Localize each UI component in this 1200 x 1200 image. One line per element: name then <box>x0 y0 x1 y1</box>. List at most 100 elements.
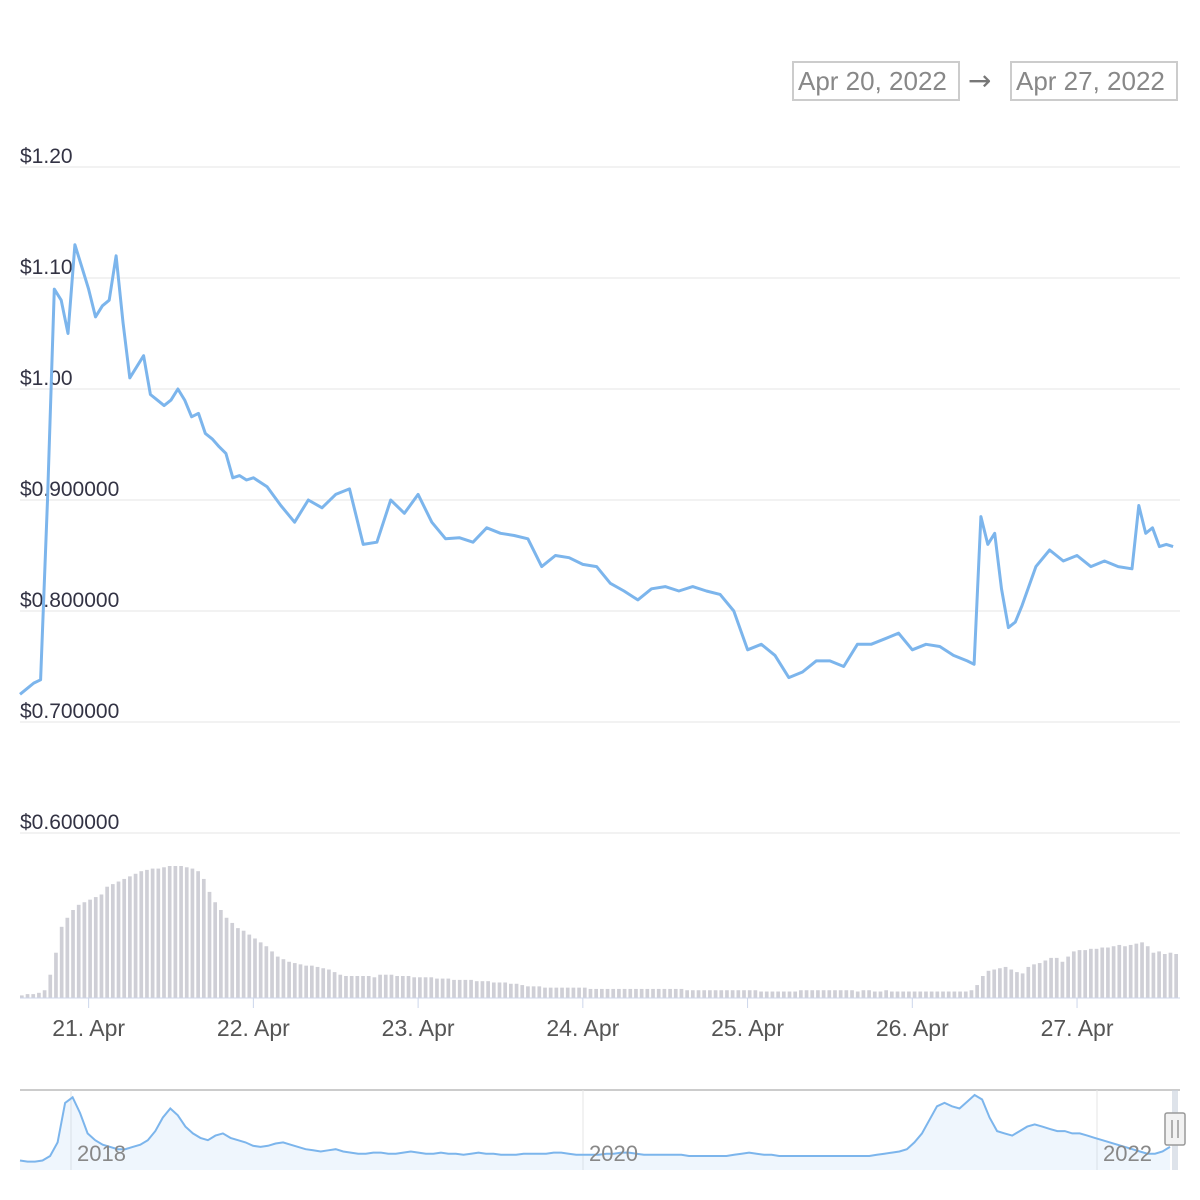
volume-bar <box>310 965 314 998</box>
volume-bar <box>236 928 240 998</box>
y-axis-labels: $1.20 $1.10 $1.00 $0.900000 $0.800000 $0.7000… <box>20 145 119 834</box>
volume-bar <box>668 988 672 998</box>
y-tick-label: $1.20 <box>20 145 73 168</box>
volume-bar <box>88 899 92 998</box>
x-tick-label: 22. Apr <box>217 1015 290 1041</box>
volume-bar <box>1168 952 1173 998</box>
volume-bar <box>298 964 303 998</box>
volume-bar <box>156 868 161 998</box>
volume-bar <box>366 976 371 998</box>
volume-bar <box>975 985 979 998</box>
navigator-axis-labels: 2018 2020 2022 <box>77 1141 1152 1166</box>
x-tick-label: 27. Apr <box>1041 1015 1114 1041</box>
volume-bar <box>133 873 138 998</box>
volume-bar <box>753 990 758 998</box>
volume-bar <box>93 897 98 998</box>
volume-bar <box>946 991 951 998</box>
volume-bar <box>190 868 195 998</box>
volume-bar <box>651 988 655 998</box>
navigator-tick-label: 2020 <box>589 1141 638 1166</box>
volume-bar <box>986 970 991 998</box>
volume-bar <box>327 969 331 998</box>
volume-bar <box>65 917 70 998</box>
volume-bar <box>759 991 763 998</box>
navigator-tick-label: 2022 <box>1103 1141 1152 1166</box>
volume-bar <box>429 977 434 998</box>
volume-bar <box>1020 973 1025 998</box>
y-tick-label: $0.900000 <box>20 478 119 501</box>
volume-bar <box>184 867 189 998</box>
volume-bar <box>861 990 866 998</box>
x-tick-label: 21. Apr <box>52 1015 125 1041</box>
volume-bar <box>1066 956 1070 998</box>
y-tick-label: $1.00 <box>20 367 73 390</box>
volume-bar <box>708 990 712 998</box>
volume-bar <box>270 951 274 998</box>
volume-bar <box>418 977 422 998</box>
volume-bar <box>406 976 411 998</box>
y-tick-label: $1.10 <box>20 256 73 279</box>
volume-bar <box>355 976 360 998</box>
volume-bar <box>253 938 257 998</box>
volume-bar <box>685 990 689 998</box>
range-from-input[interactable]: Apr 20, 2022 <box>792 61 960 101</box>
volume-bar <box>491 982 496 998</box>
volume-bar <box>247 934 252 998</box>
x-tick-label: 24. Apr <box>546 1015 619 1041</box>
volume-bar <box>480 981 485 998</box>
volume-bar <box>543 987 547 998</box>
volume-bar <box>469 979 473 998</box>
volume-bar <box>463 979 468 998</box>
grid-lines <box>20 166 1180 834</box>
volume-bar <box>1015 972 1019 998</box>
volume-bar <box>361 976 365 998</box>
volume-bar <box>82 902 87 998</box>
y-tick-label: $0.800000 <box>20 589 119 612</box>
volume-bar <box>474 981 479 998</box>
volume-bar <box>872 991 877 998</box>
volume-bar <box>918 991 923 998</box>
volume-bar <box>1032 964 1036 998</box>
volume-bar <box>850 990 854 998</box>
volume-bar <box>372 977 377 998</box>
volume-bar <box>128 876 132 998</box>
y-tick-label: $0.600000 <box>20 811 119 834</box>
range-to-input[interactable]: Apr 27, 2022 <box>1010 61 1178 101</box>
volume-bar <box>281 959 286 998</box>
x-tick-label: 25. Apr <box>711 1015 784 1041</box>
volume-bar <box>969 990 974 998</box>
volume-bar <box>719 990 724 998</box>
volume-bar <box>929 991 934 998</box>
volume-bar <box>264 946 269 998</box>
volume-bar <box>1157 951 1161 998</box>
volume-bar <box>349 976 354 998</box>
volume-bar <box>531 986 536 998</box>
navigator[interactable]: 2018 2020 2022 <box>19 1089 1186 1170</box>
navigator-handle-right[interactable] <box>1164 1112 1186 1146</box>
volume-bar <box>537 986 542 998</box>
volume-bar <box>1009 969 1014 998</box>
range-arrow-icon: → <box>968 64 992 97</box>
navigator-handle-body[interactable] <box>1164 1112 1186 1146</box>
volume-bar <box>1083 950 1088 998</box>
navigator-series-line <box>19 1093 1171 1163</box>
volume-bar <box>1049 957 1053 998</box>
volume-bar <box>145 869 149 998</box>
volume-bar <box>781 991 786 998</box>
volume-bar <box>1043 960 1048 998</box>
navigator-series-area <box>20 1095 1170 1170</box>
navigator-background <box>20 1090 1180 1170</box>
volume-bar <box>1162 954 1167 998</box>
volume-bar <box>588 988 593 998</box>
volume-bar <box>730 990 735 998</box>
volume-bar <box>622 988 627 998</box>
volume-bar <box>776 991 780 998</box>
volume-bar <box>457 979 462 998</box>
volume-bar <box>941 991 945 998</box>
navigator-grid <box>70 1090 1098 1170</box>
volume-bar <box>844 990 849 998</box>
volume-bar <box>742 990 746 998</box>
volume-bar <box>673 988 678 998</box>
volume-bar <box>423 977 428 998</box>
